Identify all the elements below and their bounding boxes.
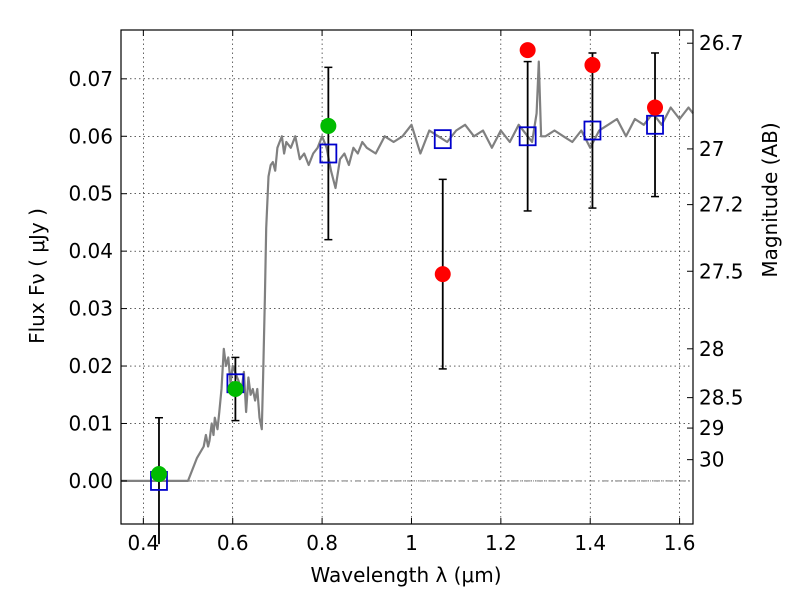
y-tick-label: 0.03 (68, 297, 113, 321)
observed-point (150, 466, 167, 483)
x-tick-label: 0.8 (306, 531, 338, 555)
x-tick-label: 0.6 (217, 531, 249, 555)
x-tick-label: 1.2 (485, 531, 517, 555)
model-photometry-points (150, 114, 664, 491)
y-tick-label: 0.06 (68, 124, 113, 148)
x-tick-label: 0.4 (127, 531, 159, 555)
y-axis-label: Flux Fν ( μJy ) (25, 208, 49, 344)
model-point-square (646, 114, 664, 135)
y-tick-label: 0.04 (68, 239, 113, 263)
model-point-square (518, 126, 537, 147)
observed-point (519, 42, 536, 59)
magnitude-tick-label: 28.5 (699, 386, 744, 410)
magnitude-tick-label: 29 (699, 416, 724, 440)
magnitude-tick-label: 27.5 (699, 259, 744, 283)
x-tick-label: 1.4 (574, 531, 606, 555)
plot-frame (120, 29, 694, 525)
model-point-square (583, 120, 602, 141)
observed-photometry-points (150, 42, 664, 483)
observed-point (227, 381, 244, 398)
magnitude-tick-label: 30 (699, 448, 724, 472)
magnitude-tick-label: 26.7 (699, 31, 744, 55)
observed-point (647, 99, 664, 116)
model-sed-series (121, 60, 694, 482)
y-tick-label: 0.02 (68, 354, 113, 378)
x-tick-label: 1.6 (664, 531, 696, 555)
grid (121, 30, 693, 524)
y-axis-ticks: 0.00 0.01 0.02 0.03 0.04 0.05 0.06 0.07 (68, 67, 127, 493)
magnitude-tick-label: 27.2 (699, 193, 744, 217)
observed-point (584, 57, 601, 74)
x-axis-label: Wavelength λ (μm) (310, 563, 501, 587)
model-point-square (433, 129, 452, 150)
model-point-square (319, 143, 338, 164)
x-tick-label: 1 (405, 531, 418, 555)
x-axis-ticks: 0.4 0.6 0.8 1 1.2 1.4 1.6 (127, 30, 696, 555)
y-tick-label: 0.01 (68, 411, 113, 435)
y-tick-label: 0.07 (68, 67, 113, 91)
error-bars (154, 52, 660, 545)
observed-point (320, 117, 337, 134)
model-sed-line (121, 60, 694, 482)
magnitude-axis-label: Magnitude (AB) (758, 122, 782, 277)
magnitude-axis-ticks: 26.7 27 27.2 27.5 28 28.5 29 30 (687, 31, 744, 472)
observed-point (434, 266, 451, 283)
magnitude-tick-label: 27 (699, 137, 724, 161)
y-tick-label: 0.00 (68, 469, 113, 493)
magnitude-tick-label: 28 (699, 337, 724, 361)
y-tick-label: 0.05 (68, 182, 113, 206)
